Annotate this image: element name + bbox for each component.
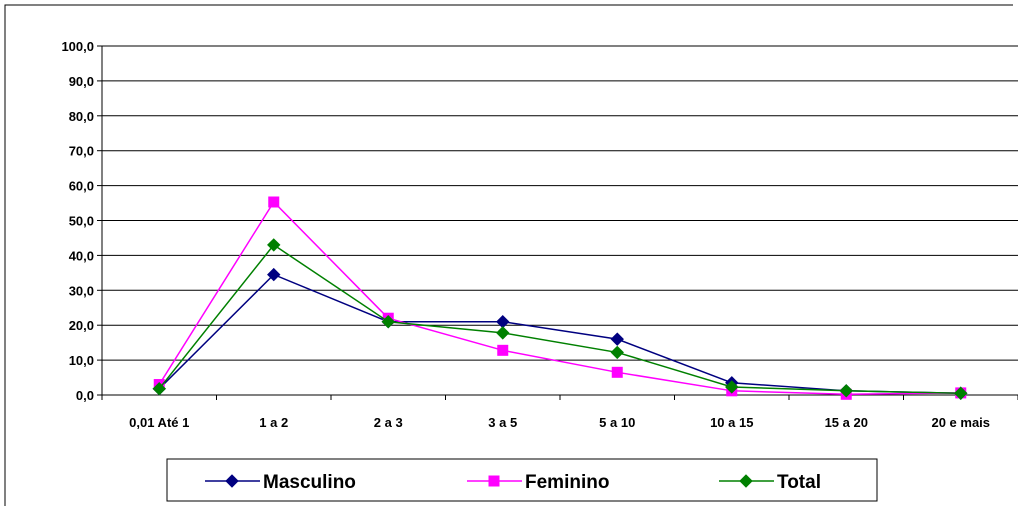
data-point [381, 315, 395, 329]
legend-item-feminino: Feminino [467, 472, 609, 493]
series-group [152, 196, 968, 400]
x-tick-label: 5 a 10 [599, 415, 635, 430]
data-point [267, 238, 281, 252]
series-total [152, 238, 968, 400]
y-tick-label: 30,0 [69, 283, 94, 298]
chart-border [4, 4, 1013, 506]
y-tick-label: 70,0 [69, 144, 94, 159]
x-tick-label: 10 a 15 [710, 415, 753, 430]
x-tick-label: 15 a 20 [825, 415, 868, 430]
x-tick-label: 1 a 2 [259, 415, 288, 430]
data-point [496, 315, 510, 329]
y-tick-label: 0,0 [76, 388, 94, 403]
y-tick-label: 20,0 [69, 318, 94, 333]
series-feminino [153, 196, 967, 400]
gridlines [102, 45, 1018, 361]
x-axis-ticks: 0,01 Até 1 1 a 2 2 a 3 3 a 5 5 a 10 10 a 15 15… [101, 395, 1018, 430]
x-tick-label: 20 e mais [931, 415, 990, 430]
y-tick-label: 10,0 [69, 353, 94, 368]
y-tick-label: 40,0 [69, 248, 94, 263]
data-point [496, 326, 510, 340]
data-point [739, 474, 753, 488]
data-point [610, 345, 624, 360]
series-line [158, 273, 961, 395]
y-tick-label: 100,0 [61, 39, 94, 54]
legend-box [166, 458, 878, 502]
data-point [225, 474, 239, 488]
legend-label: Total [777, 472, 821, 493]
data-point [488, 475, 500, 487]
legend-item-total: Total [719, 472, 821, 493]
data-point [610, 332, 624, 346]
data-point [611, 366, 623, 378]
data-point [267, 267, 281, 282]
legend-label: Masculino [263, 472, 356, 493]
y-tick-label: 60,0 [69, 179, 94, 194]
data-point [725, 380, 739, 394]
legend-label: Feminino [525, 472, 609, 493]
data-point [954, 386, 968, 400]
series-line [158, 200, 961, 396]
data-point [268, 196, 280, 208]
y-tick-label: 80,0 [69, 109, 94, 124]
data-point [497, 344, 509, 356]
x-tick-label: 2 a 3 [374, 415, 403, 430]
legend-item-masculino: Masculino [205, 472, 356, 493]
y-axis-ticks: 0,0 10,0 20,0 30,0 40,0 50,0 60,0 70,0 80,0 90,0 1… [61, 39, 102, 403]
legend: Masculino Feminino Total [166, 458, 878, 502]
x-tick-label: 0,01 Até 1 [129, 415, 189, 430]
series-line [158, 243, 961, 395]
y-tick-label: 50,0 [69, 214, 94, 229]
series-masculino [152, 267, 968, 400]
data-point [152, 382, 166, 396]
y-tick-label: 90,0 [69, 74, 94, 89]
data-point [839, 384, 853, 398]
x-tick-label: 3 a 5 [488, 415, 517, 430]
